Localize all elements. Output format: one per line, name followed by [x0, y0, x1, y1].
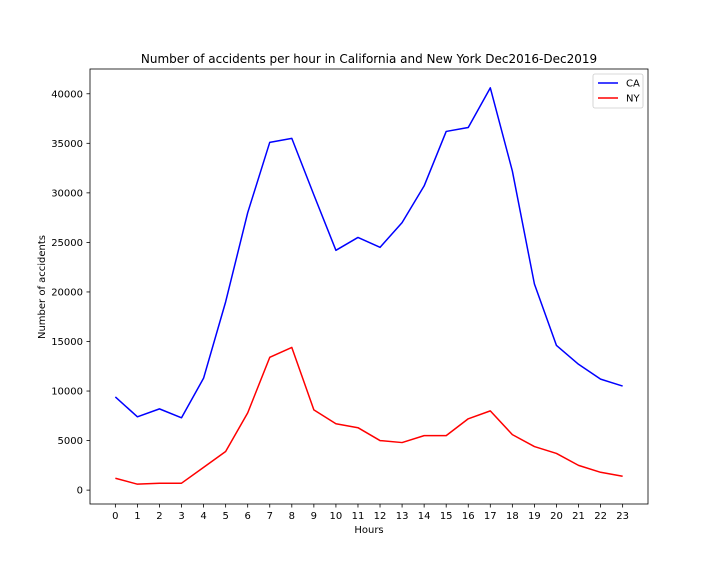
data-point-ny	[247, 412, 249, 414]
data-point-ca	[115, 396, 117, 398]
data-point-ca	[247, 212, 249, 214]
data-point-ca	[401, 222, 403, 224]
legend-label-ny: NY	[626, 94, 640, 105]
series-line-ny	[115, 346, 623, 485]
x-tick-label: 18	[506, 511, 519, 522]
data-point-ny	[115, 477, 117, 479]
data-point-ny	[556, 453, 558, 455]
y-tick-label: 20000	[51, 287, 83, 298]
y-tick-label: 0	[77, 486, 83, 497]
data-point-ca	[534, 283, 536, 285]
data-point-ny	[335, 423, 337, 425]
y-tick-label: 15000	[51, 337, 83, 348]
x-axis-label: Hours	[354, 525, 383, 536]
x-tick-label: 21	[572, 511, 585, 522]
data-point-ny	[401, 442, 403, 444]
data-point-ca	[467, 127, 469, 129]
data-point-ny	[225, 451, 227, 453]
x-tick-label: 11	[352, 511, 365, 522]
x-tick-label: 3	[178, 511, 184, 522]
y-tick-label: 5000	[58, 436, 83, 447]
data-point-ny	[512, 434, 514, 436]
plot-frame	[89, 68, 649, 505]
data-point-ca	[445, 131, 447, 133]
x-tick-label: 17	[484, 511, 497, 522]
plot-area: 0 1 2 3 4 5 6 7 8 9 10 11 12 13 14 15 16 17 18 19 20 21 22 2305…	[51, 68, 649, 522]
data-point-ny	[467, 418, 469, 420]
x-tick-label: 5	[222, 511, 228, 522]
y-tick-label: 40000	[51, 89, 83, 100]
x-tick-label: 14	[418, 511, 431, 522]
x-tick-label: 0	[112, 511, 118, 522]
data-point-ca	[313, 194, 315, 196]
x-tick-label: 15	[440, 511, 453, 522]
data-point-ca	[203, 377, 205, 379]
data-point-ca	[137, 416, 139, 418]
data-point-ny	[181, 482, 183, 484]
data-point-ca	[423, 185, 425, 187]
x-tick-label: 23	[616, 511, 629, 522]
data-point-ca	[622, 385, 624, 387]
data-point-ny	[445, 435, 447, 437]
x-tick-label: 7	[267, 511, 273, 522]
data-point-ny	[357, 427, 359, 429]
x-tick-label: 12	[374, 511, 387, 522]
y-tick-label: 25000	[51, 238, 83, 249]
series-line-ca	[114, 87, 623, 419]
data-point-ca	[181, 417, 183, 419]
data-point-ny	[423, 435, 425, 437]
x-tick-label: 8	[289, 511, 295, 522]
data-point-ca	[357, 237, 359, 239]
data-point-ny	[269, 357, 271, 359]
data-point-ca	[159, 408, 161, 410]
data-point-ny	[600, 471, 602, 473]
legend-label-ca: CA	[626, 79, 640, 90]
data-point-ny	[490, 410, 492, 412]
x-tick-label: 19	[528, 511, 541, 522]
data-point-ny	[578, 465, 580, 467]
data-point-ca	[225, 301, 227, 303]
data-point-ny	[291, 347, 293, 349]
chart-title: Number of accidents per hour in Californ…	[141, 52, 597, 66]
y-tick-label: 10000	[51, 387, 83, 398]
legend: CA NY	[592, 73, 644, 109]
data-point-ny	[622, 475, 624, 477]
data-point-ny	[137, 483, 139, 485]
x-tick-label: 13	[396, 511, 409, 522]
y-axis-label: Number of accidents	[37, 235, 48, 339]
data-point-ca	[512, 170, 514, 172]
y-tick-label: 30000	[51, 188, 83, 199]
data-point-ca	[269, 142, 271, 144]
data-point-ny	[203, 467, 205, 469]
x-tick-label: 1	[134, 511, 140, 522]
data-point-ny	[313, 409, 315, 411]
x-tick-label: 4	[200, 511, 206, 522]
data-point-ny	[379, 440, 381, 442]
data-point-ny	[159, 482, 161, 484]
x-tick-label: 2	[156, 511, 162, 522]
x-tick-label: 16	[462, 511, 475, 522]
x-tick-label: 20	[550, 511, 563, 522]
data-point-ca	[335, 250, 337, 252]
x-tick-label: 22	[594, 511, 607, 522]
data-point-ca	[379, 247, 381, 249]
y-tick-label: 35000	[51, 139, 83, 150]
x-tick-label: 6	[245, 511, 251, 522]
data-point-ca	[556, 345, 558, 347]
data-point-ca	[600, 378, 602, 380]
data-point-ny	[534, 446, 536, 448]
data-point-ca	[291, 138, 293, 140]
data-point-ca	[490, 87, 492, 89]
data-point-ca	[578, 363, 580, 365]
x-tick-label: 10	[330, 511, 343, 522]
x-tick-label: 9	[311, 511, 317, 522]
